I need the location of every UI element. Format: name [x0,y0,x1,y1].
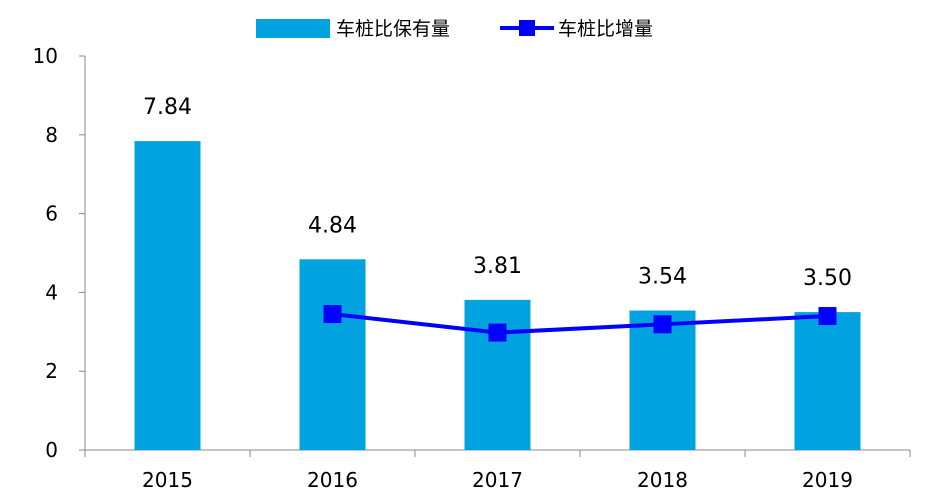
bar [794,312,861,450]
line-marker [323,305,342,324]
line-path [332,312,828,335]
x-tick-label: 2019 [802,468,853,492]
bar-series [134,141,861,450]
line-marker [653,315,672,334]
legend-swatch-marker [519,20,535,36]
y-tick-label: 0 [45,438,58,462]
legend-label-line-series: 车桩比增量 [558,18,653,40]
line-marker [488,323,507,342]
legend-swatch-bar [256,19,330,38]
line-series [323,305,837,342]
x-tick-label: 2018 [637,468,688,492]
line-marker [818,307,837,326]
x-tick-label: 2017 [472,468,523,492]
bar-data-label: 4.84 [308,213,357,238]
bar-data-label: 7.84 [143,95,192,120]
bar-data-label: 3.54 [638,265,687,290]
y-tick-label: 2 [45,359,58,383]
y-tick-label: 10 [33,44,58,68]
bar [629,310,696,450]
axes: 0 2 4 6 8 10 2015 2016 2017 2018 2019 [33,44,911,492]
y-tick-label: 6 [45,202,58,226]
bar-data-label: 3.50 [803,266,852,291]
x-tick-label: 2015 [142,468,193,492]
bar [299,259,366,450]
y-tick-label: 8 [45,123,58,147]
data-labels: 7.84 4.84 3.81 3.54 3.50 [143,95,852,291]
bar [134,141,201,450]
bar [464,299,531,450]
y-tick-label: 4 [45,280,58,304]
x-tick-label: 2016 [307,468,358,492]
bar-data-label: 3.81 [473,254,522,279]
legend: 车桩比保有量 车桩比增量 [256,18,653,40]
legend-label-bar-series: 车桩比保有量 [336,18,450,40]
